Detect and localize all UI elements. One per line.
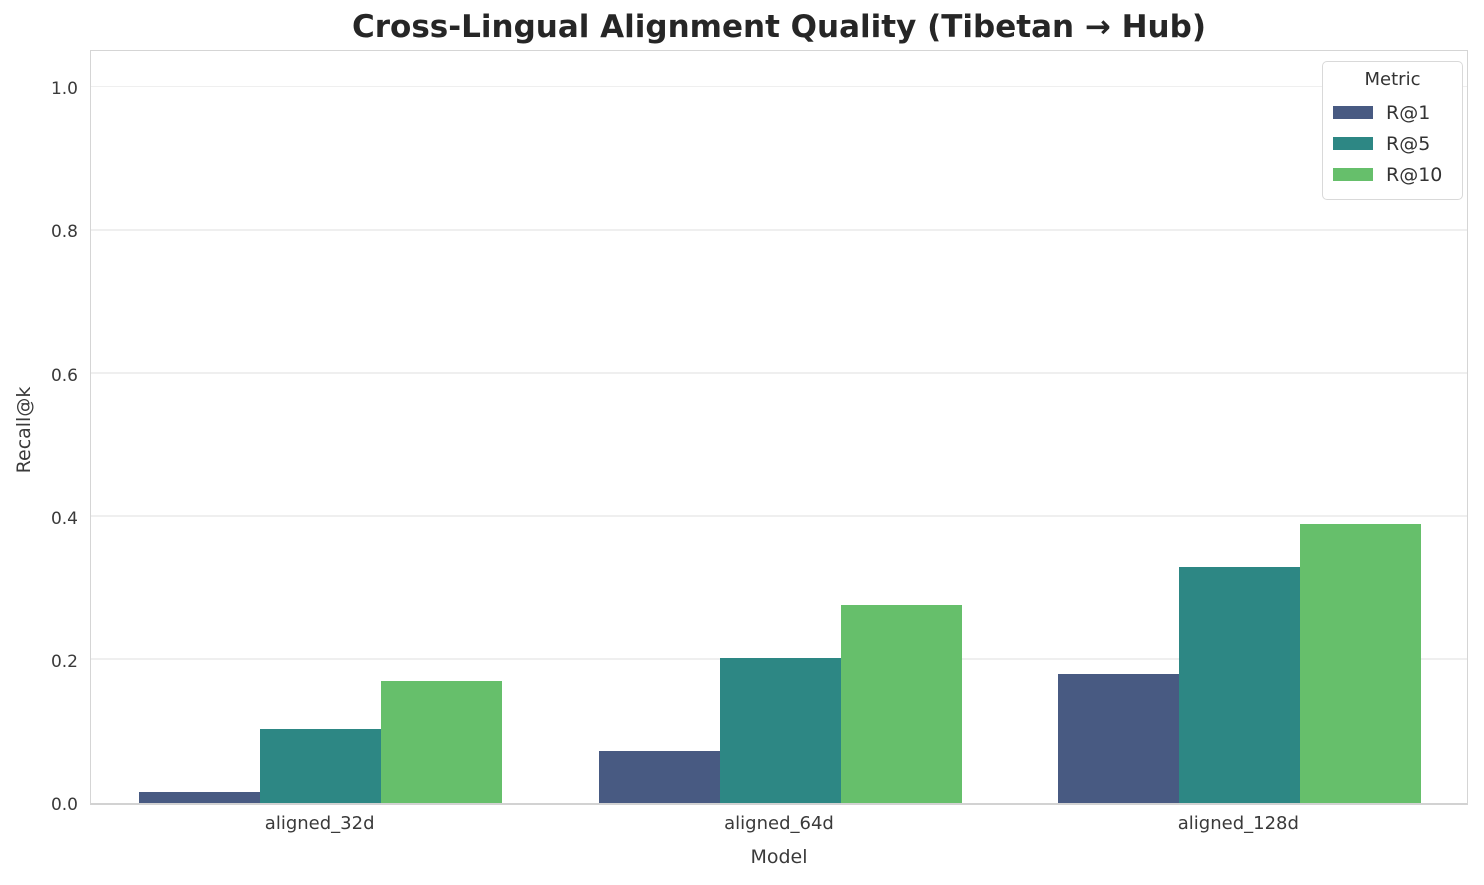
bar-aligned_64d-R@1 [598,750,720,803]
legend-label: R@10 [1386,163,1443,186]
x-tick-label: aligned_64d [724,813,834,834]
gridline [91,515,1467,517]
plot-area [90,50,1468,805]
legend-entry-R@10: R@10 [1323,159,1462,190]
y-tick-label: 0.2 [50,651,78,672]
gridline [91,85,1467,88]
legend-entry-R@1: R@1 [1323,97,1462,128]
bar-aligned_128d-R@10 [1299,523,1421,803]
x-axis-label: Model [750,846,808,868]
legend-entry-R@5: R@5 [1323,128,1462,159]
y-tick-label: 0.6 [50,365,78,386]
y-axis-label: Recall@k [13,386,35,474]
legend-label: R@5 [1386,132,1431,155]
legend-entries: R@1 R@5 R@10 [1323,97,1462,190]
legend-swatch-icon [1333,137,1373,150]
y-tick-label: 0.8 [50,222,78,243]
legend-title: Metric [1364,69,1421,90]
legend-label: R@1 [1386,101,1431,124]
bar-aligned_128d-R@1 [1057,674,1179,803]
bar-aligned_128d-R@5 [1178,566,1300,803]
bar-aligned_64d-R@5 [719,658,841,803]
chart-title: Cross-Lingual Alignment Quality (Tibetan… [352,9,1206,45]
bar-aligned_32d-R@10 [381,681,503,803]
bar-aligned_32d-R@5 [260,729,382,803]
y-tick-label: 0.0 [50,795,78,815]
y-tick-label: 1.0 [50,79,78,100]
bar-aligned_64d-R@10 [840,605,962,803]
gridline [91,229,1467,231]
legend-swatch-icon [1333,168,1373,181]
legend-swatch-icon [1333,106,1373,119]
y-tick-label: 0.4 [50,508,78,529]
x-tick-label: aligned_128d [1177,813,1299,834]
x-tick-label: aligned_32d [264,813,375,834]
legend: Metric R@1 R@5 R@10 [1322,61,1463,200]
bar-aligned_32d-R@1 [139,792,261,803]
gridline [91,372,1467,374]
